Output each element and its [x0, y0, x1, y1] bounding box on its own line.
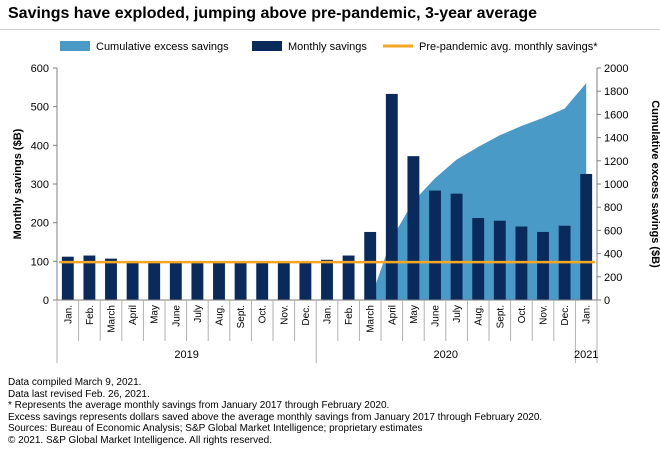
- category-label: Nov.: [539, 305, 550, 325]
- bar-monthly-savings: [493, 220, 506, 300]
- bar-monthly-savings: [429, 190, 441, 300]
- category-label: July: [193, 305, 204, 323]
- bar-monthly-savings: [472, 218, 485, 300]
- right-tick-label: 1200: [604, 156, 628, 168]
- bar-monthly-savings: [321, 259, 333, 300]
- category-label: Sept.: [495, 305, 506, 328]
- category-label: July: [452, 305, 463, 323]
- right-tick-label: 600: [604, 225, 622, 237]
- right-tick-label: 1400: [604, 133, 628, 145]
- bar-monthly-savings: [234, 262, 247, 300]
- chart: Cumulative excess savings Monthly savings…: [12, 41, 660, 363]
- bar-monthly-savings: [105, 258, 117, 300]
- category-label: Dec.: [301, 305, 312, 326]
- area-layer: [370, 83, 587, 300]
- year-label: 2020: [434, 349, 458, 361]
- notes: Data compiled March 9, 2021. Data last r…: [8, 377, 658, 447]
- legend-label-area: Cumulative excess savings: [96, 41, 229, 53]
- category-label: Oct.: [517, 305, 528, 323]
- bar-monthly-savings: [169, 262, 182, 300]
- category-label: Feb.: [85, 305, 96, 325]
- left-tick-label: 200: [31, 218, 49, 230]
- right-tick-label: 0: [604, 295, 610, 307]
- area-cumulative-excess-savings: [370, 83, 587, 300]
- legend-label-line: Pre-pandemic avg. monthly savings*: [419, 41, 598, 53]
- category-label: Oct.: [258, 305, 269, 323]
- right-axis-title: Cumulative excess savings ($B): [649, 100, 660, 268]
- bar-monthly-savings: [126, 262, 139, 300]
- category-label: April: [387, 305, 398, 325]
- note-asterisk: * Represents the average monthly savings…: [8, 400, 390, 412]
- category-label: June: [171, 305, 182, 327]
- bar-monthly-savings: [61, 256, 74, 300]
- right-tick-label: 1800: [604, 86, 628, 98]
- right-tick-label: 1600: [604, 109, 628, 121]
- bar-monthly-savings: [537, 231, 549, 300]
- legend-swatch-bars: [252, 41, 282, 51]
- category-label: Jan.: [323, 305, 334, 324]
- right-tick-label: 400: [604, 249, 622, 261]
- axes-layer: 0 100 200 300 400 500 600 0 200 400 600 800 1000 1200…: [12, 63, 660, 363]
- category-label: Nov.: [279, 305, 290, 325]
- note-copyright: © 2021. S&P Global Market Intelligence. …: [8, 434, 272, 446]
- bar-monthly-savings: [299, 262, 312, 300]
- note-excess: Excess savings represents dollars saved …: [8, 411, 543, 423]
- category-label: March: [366, 305, 377, 333]
- legend-swatch-area: [60, 41, 90, 51]
- note-sources: Sources: Bureau of Economic Analysis; S&…: [8, 423, 423, 435]
- right-tick-label: 1000: [604, 179, 628, 191]
- left-axis-title: Monthly savings ($B): [12, 128, 24, 239]
- bar-monthly-savings: [148, 262, 161, 300]
- legend: Cumulative excess savings Monthly savings…: [60, 41, 598, 53]
- chart-title: Savings have exploded, jumping above pre…: [8, 5, 538, 22]
- left-tick-label: 300: [31, 179, 49, 191]
- left-tick-label: 400: [31, 140, 49, 152]
- category-label: May: [150, 305, 161, 324]
- bar-monthly-savings: [364, 231, 377, 300]
- category-label: Dec.: [560, 305, 571, 326]
- category-label: March: [107, 305, 118, 333]
- year-label: 2019: [174, 349, 198, 361]
- category-label: April: [128, 305, 139, 325]
- note-revised: Data last revised Feb. 26, 2021.: [8, 388, 150, 400]
- bar-monthly-savings: [277, 261, 290, 300]
- category-label: Sept.: [236, 305, 247, 328]
- legend-label-bars: Monthly savings: [288, 41, 367, 53]
- bar-monthly-savings: [191, 262, 204, 300]
- bar-monthly-savings: [256, 262, 269, 300]
- right-tick-label: 2000: [604, 63, 628, 75]
- bar-monthly-savings: [213, 262, 225, 300]
- category-label: Jan.: [63, 305, 74, 324]
- left-tick-label: 600: [31, 63, 49, 75]
- year-label: 2021: [574, 349, 598, 361]
- title-bar: Savings have exploded, jumping above pre…: [0, 0, 660, 30]
- category-label: Aug.: [215, 305, 226, 326]
- bar-monthly-savings: [83, 255, 96, 300]
- category-label: June: [431, 305, 442, 327]
- bar-monthly-savings: [580, 173, 593, 300]
- bar-monthly-savings: [385, 93, 398, 300]
- bar-monthly-savings: [342, 255, 355, 300]
- left-tick-label: 100: [31, 256, 49, 268]
- category-label: Aug.: [474, 305, 485, 326]
- bar-monthly-savings: [450, 193, 463, 300]
- bar-monthly-savings: [407, 156, 420, 300]
- category-label: Jan.: [582, 305, 593, 324]
- category-label: May: [409, 305, 420, 324]
- left-tick-label: 0: [43, 295, 49, 307]
- category-label: Feb.: [344, 305, 355, 325]
- right-tick-label: 800: [604, 202, 622, 214]
- right-tick-label: 200: [604, 272, 622, 284]
- left-tick-label: 500: [31, 102, 49, 114]
- note-compiled: Data compiled March 9, 2021.: [8, 377, 142, 388]
